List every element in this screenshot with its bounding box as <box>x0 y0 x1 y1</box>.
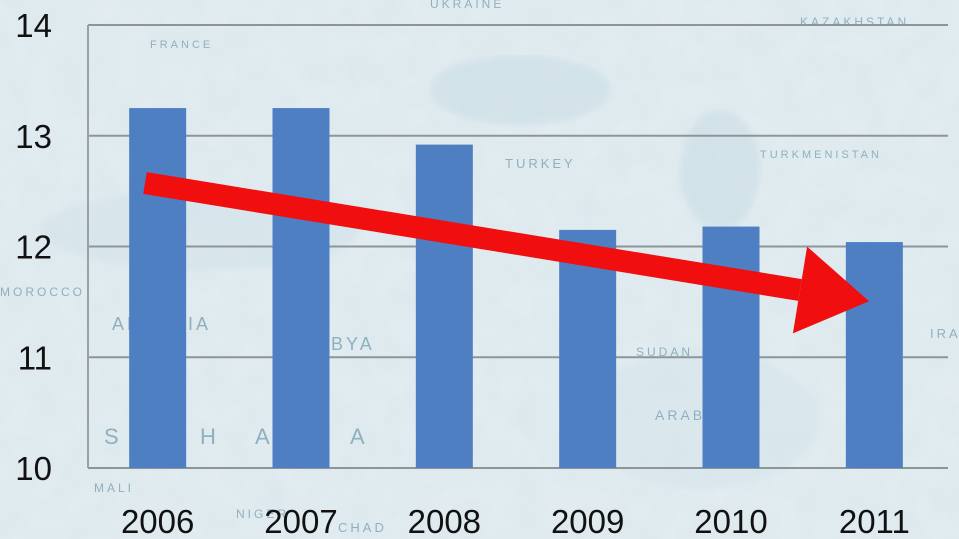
map-label: A <box>255 424 273 449</box>
map-label: UKRAINE <box>430 0 504 11</box>
map-label: MOROCCO <box>0 285 85 299</box>
map-label: A <box>350 424 368 449</box>
map-label: S <box>104 424 122 449</box>
trend-arrow-head <box>792 246 870 334</box>
gridlines <box>88 24 948 469</box>
bar-2008 <box>415 144 473 469</box>
map-label: SUDAN <box>636 345 693 359</box>
map-label: CHAD <box>338 520 387 535</box>
y-tick-label-13: 13 <box>15 118 52 155</box>
map-label: TURKEY <box>505 156 576 171</box>
bars <box>129 108 903 469</box>
bar-2007 <box>272 108 330 468</box>
x-tick-label-2006: 2006 <box>121 503 194 539</box>
map-label: IRAN <box>930 326 959 341</box>
map-label: MALI <box>94 481 134 495</box>
y-tick-labels: 10 11 12 13 14 <box>15 7 52 487</box>
bar-2006 <box>129 108 187 468</box>
x-tick-label-2008: 2008 <box>408 503 481 539</box>
x-tick-label-2010: 2010 <box>694 503 767 539</box>
bar-2009 <box>559 229 617 468</box>
map-label: TURKMENISTAN <box>760 149 882 161</box>
map-label: NIGER <box>236 507 289 521</box>
map-label: H <box>200 424 219 449</box>
trend-arrow <box>143 172 870 334</box>
y-tick-label-12: 12 <box>15 229 52 266</box>
trend-arrow-shaft <box>143 172 802 301</box>
y-tick-label-10: 10 <box>15 450 52 487</box>
x-tick-labels: 2006 2007 2008 2009 2010 2011 <box>121 503 910 539</box>
bar-2011 <box>845 242 903 468</box>
x-tick-label-2009: 2009 <box>551 503 624 539</box>
y-tick-label-14: 14 <box>15 7 52 44</box>
x-tick-label-2011: 2011 <box>839 503 910 539</box>
y-tick-label-11: 11 <box>18 339 52 376</box>
map-label: FRANCE <box>150 39 213 51</box>
bar-2010 <box>702 226 760 468</box>
x-tick-label-2007: 2007 <box>264 503 337 539</box>
